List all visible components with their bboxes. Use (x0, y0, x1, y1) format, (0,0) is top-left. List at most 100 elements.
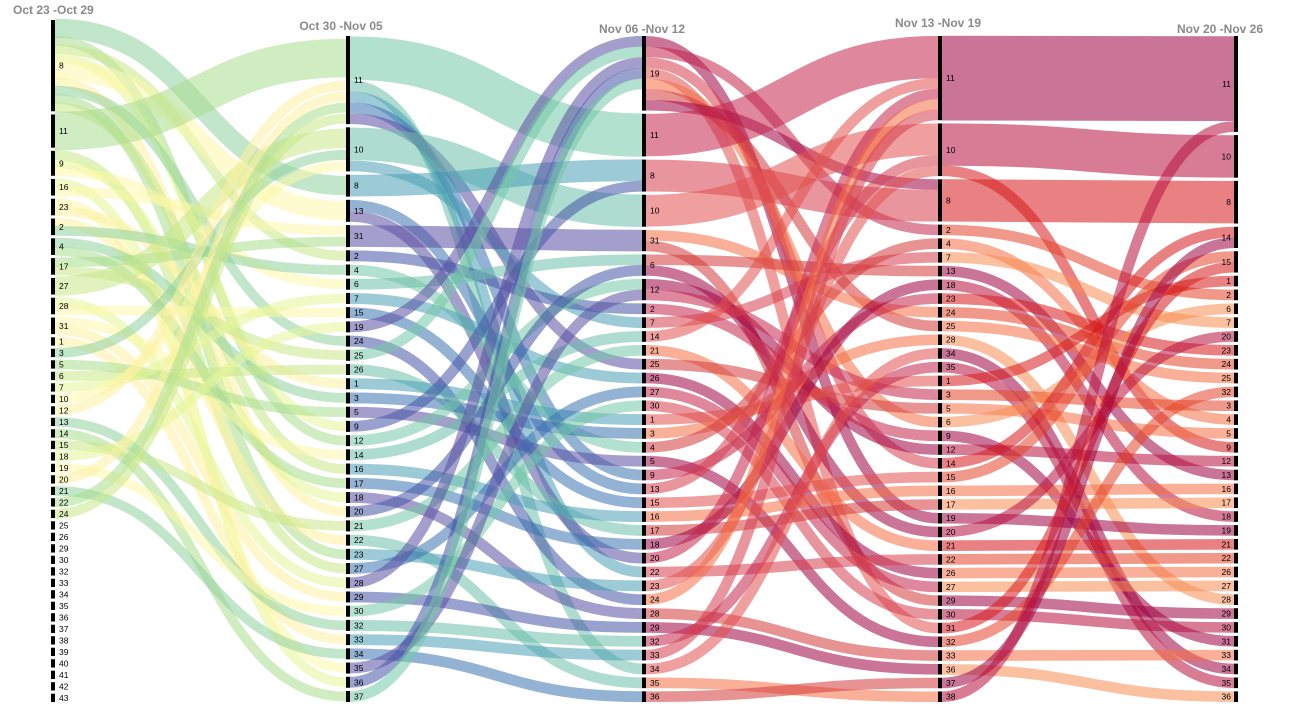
node-4-9[interactable] (1234, 441, 1238, 453)
node-4-21[interactable] (1234, 538, 1238, 550)
node-3-11[interactable] (938, 36, 942, 121)
node-0-19[interactable] (51, 463, 55, 473)
node-0-26[interactable] (51, 532, 55, 542)
node-2-26[interactable] (642, 372, 646, 384)
node-4-11[interactable] (1234, 36, 1238, 132)
node-1-30[interactable] (346, 605, 350, 617)
node-2-10[interactable] (642, 194, 646, 227)
node-2-30[interactable] (642, 400, 646, 412)
node-0-7[interactable] (51, 383, 55, 392)
node-3-29[interactable] (938, 595, 942, 606)
node-3-7[interactable] (938, 252, 942, 263)
node-0-25[interactable] (51, 521, 55, 530)
node-4-30[interactable] (1234, 622, 1238, 633)
node-4-16[interactable] (1234, 483, 1238, 495)
node-3-20[interactable] (938, 526, 942, 538)
node-3-32[interactable] (938, 636, 942, 648)
node-0-20[interactable] (51, 475, 55, 484)
node-4-34[interactable] (1234, 663, 1238, 675)
node-3-16[interactable] (938, 485, 942, 497)
node-2-16[interactable] (642, 511, 646, 522)
node-1-35[interactable] (346, 662, 350, 674)
node-4-35[interactable] (1234, 677, 1238, 689)
node-4-26[interactable] (1234, 566, 1238, 578)
node-2-5[interactable] (642, 455, 646, 467)
node-4-14[interactable] (1234, 226, 1238, 249)
node-2-8[interactable] (642, 159, 646, 192)
node-4-15[interactable] (1234, 251, 1238, 273)
node-0-40[interactable] (51, 659, 55, 668)
node-0-5[interactable] (51, 360, 55, 369)
node-4-1[interactable] (1234, 275, 1238, 287)
node-3-4[interactable] (938, 238, 942, 249)
node-4-18[interactable] (1234, 511, 1238, 522)
node-1-19[interactable] (346, 321, 350, 333)
node-1-37[interactable] (346, 690, 350, 702)
node-1-11[interactable] (346, 36, 350, 125)
node-3-10[interactable] (938, 123, 942, 177)
node-2-33[interactable] (642, 649, 646, 661)
node-3-24[interactable] (938, 307, 942, 318)
node-1-29[interactable] (346, 591, 350, 603)
node-3-31[interactable] (938, 622, 942, 634)
node-0-21[interactable] (51, 486, 55, 496)
node-1-14[interactable] (346, 449, 350, 461)
node-1-28[interactable] (346, 577, 350, 589)
node-0-9[interactable] (51, 150, 55, 176)
node-0-23[interactable] (51, 198, 55, 216)
node-2-23[interactable] (642, 580, 646, 592)
node-0-15[interactable] (51, 440, 55, 450)
node-2-34[interactable] (642, 663, 646, 675)
node-4-4[interactable] (1234, 414, 1238, 425)
node-3-17[interactable] (938, 499, 942, 510)
node-3-35[interactable] (938, 361, 942, 373)
node-4-2[interactable] (1234, 289, 1238, 301)
node-0-37[interactable] (51, 624, 55, 634)
node-4-10[interactable] (1234, 135, 1238, 178)
node-0-11[interactable] (51, 114, 55, 148)
node-1-17[interactable] (346, 477, 350, 489)
node-1-6[interactable] (346, 278, 350, 290)
node-2-29[interactable] (642, 622, 646, 633)
node-3-33[interactable] (938, 650, 942, 661)
node-3-27[interactable] (938, 581, 942, 593)
node-2-31[interactable] (642, 229, 646, 252)
node-2-9[interactable] (642, 469, 646, 481)
node-4-6[interactable] (1234, 303, 1238, 315)
node-3-15[interactable] (938, 471, 942, 483)
node-4-32[interactable] (1234, 386, 1238, 398)
node-0-33[interactable] (51, 578, 55, 588)
node-1-9[interactable] (346, 420, 350, 432)
node-2-11[interactable] (642, 113, 646, 157)
node-4-29[interactable] (1234, 608, 1238, 619)
node-0-39[interactable] (51, 647, 55, 657)
node-1-3[interactable] (346, 392, 350, 404)
node-2-27[interactable] (642, 386, 646, 398)
node-1-23[interactable] (346, 548, 350, 560)
node-3-22[interactable] (938, 554, 942, 565)
node-3-9[interactable] (938, 430, 942, 442)
node-3-19[interactable] (938, 512, 942, 524)
node-4-24[interactable] (1234, 358, 1238, 370)
node-0-43[interactable] (51, 693, 55, 702)
node-2-24[interactable] (642, 594, 646, 606)
node-4-13[interactable] (1234, 469, 1238, 481)
node-0-2[interactable] (51, 218, 55, 236)
node-1-16[interactable] (346, 463, 350, 475)
node-2-12[interactable] (642, 278, 646, 301)
node-3-37[interactable] (938, 677, 942, 689)
node-3-26[interactable] (938, 567, 942, 579)
node-1-24[interactable] (346, 335, 350, 347)
node-2-28[interactable] (642, 608, 646, 619)
node-4-36[interactable] (1234, 691, 1238, 702)
node-4-3[interactable] (1234, 400, 1238, 412)
node-2-15[interactable] (642, 497, 646, 509)
node-4-17[interactable] (1234, 497, 1238, 509)
node-0-28[interactable] (51, 297, 55, 315)
node-4-8[interactable] (1234, 180, 1238, 224)
node-2-21[interactable] (642, 345, 646, 356)
node-1-4[interactable] (346, 264, 350, 276)
node-0-6[interactable] (51, 371, 55, 381)
node-3-38[interactable] (938, 691, 942, 702)
node-2-7[interactable] (642, 317, 646, 328)
